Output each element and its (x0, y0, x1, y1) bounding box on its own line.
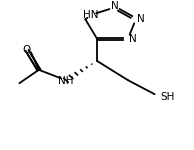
Text: N: N (129, 34, 137, 44)
Text: NH: NH (58, 76, 74, 86)
Text: SH: SH (160, 92, 174, 102)
Text: HN: HN (83, 10, 99, 20)
Text: N: N (111, 1, 118, 11)
Text: N: N (137, 14, 145, 24)
Text: O: O (22, 45, 30, 55)
